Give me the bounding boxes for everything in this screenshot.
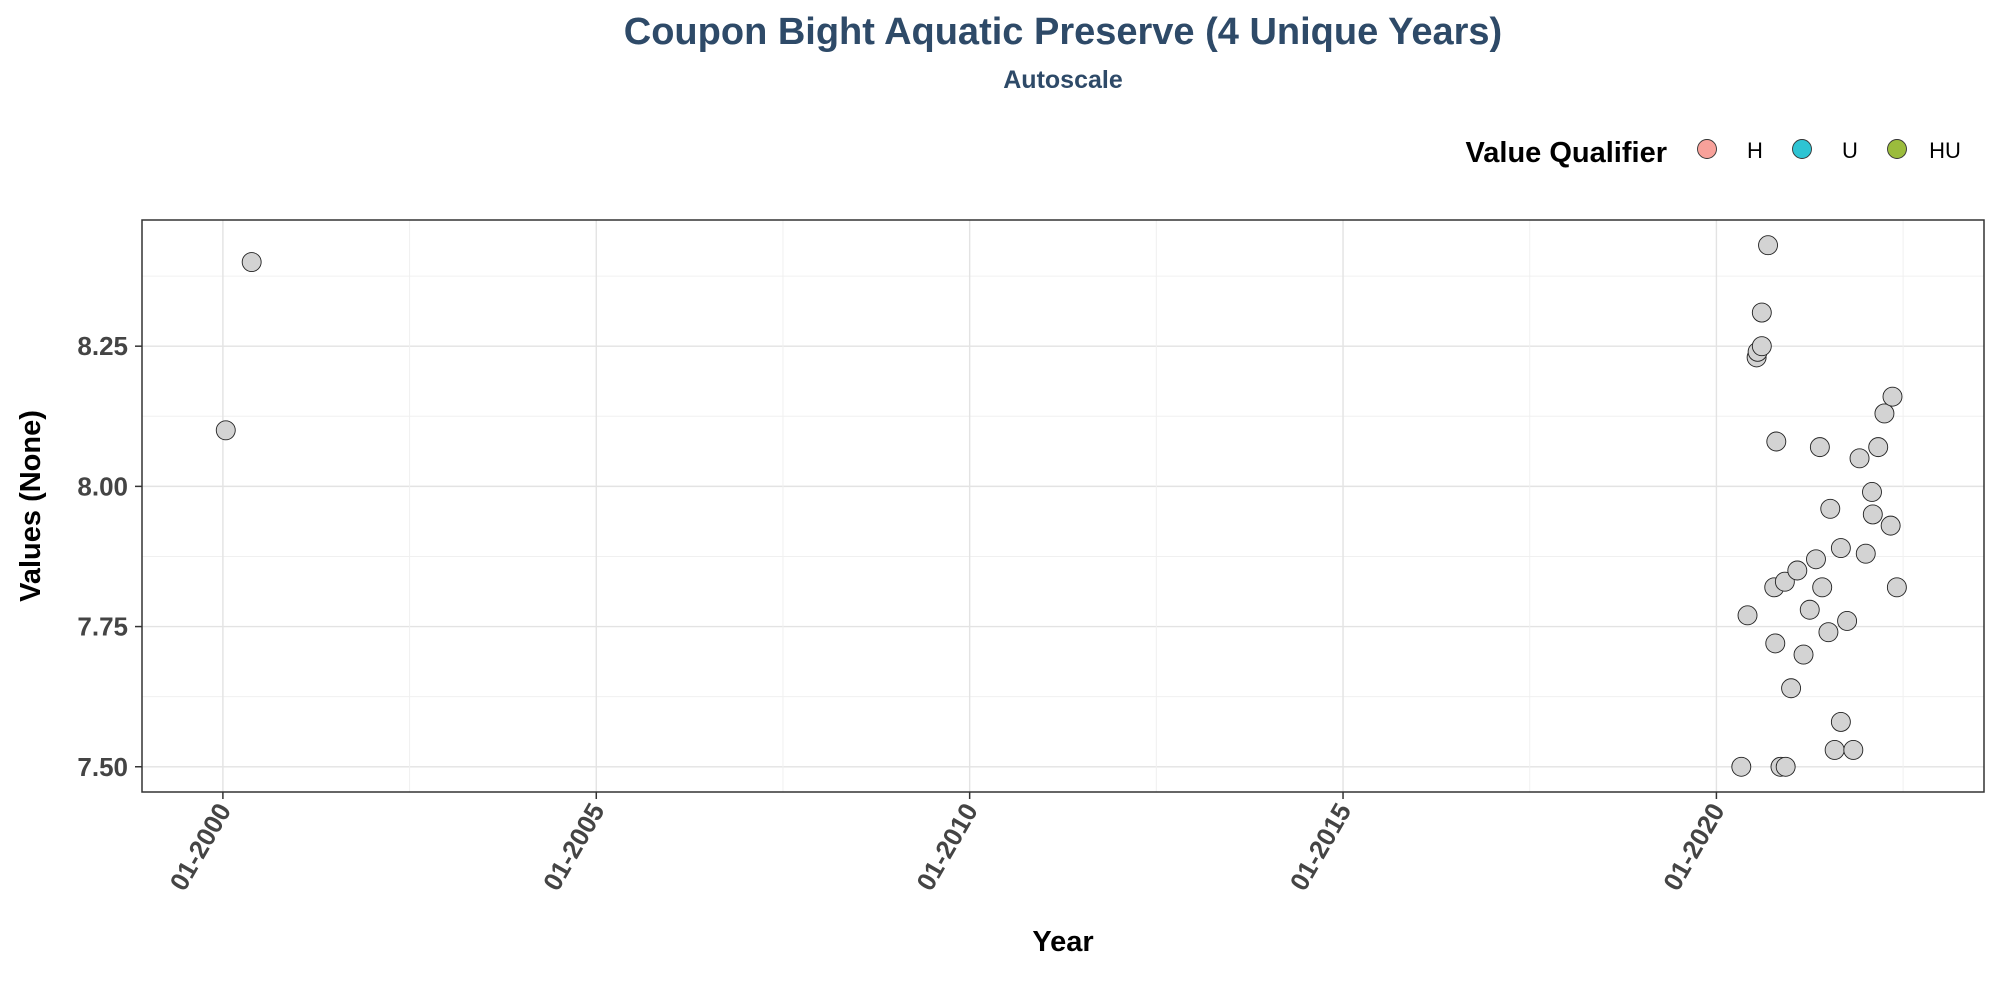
y-tick-label: 8.00	[77, 471, 128, 501]
data-point	[1731, 756, 1752, 777]
data-point	[1751, 302, 1772, 323]
x-axis-tick-labels: 01-2000 01-2005 01-2010 01-2015 01-2020	[163, 798, 1730, 896]
data-point	[1781, 678, 1802, 699]
data-point	[1737, 605, 1758, 626]
data-point	[1793, 644, 1814, 665]
data-point	[1868, 437, 1889, 458]
data-point	[1751, 336, 1772, 357]
legend-label: HU	[1929, 138, 1961, 163]
legend-key	[1697, 139, 1717, 159]
data-point	[1824, 739, 1845, 760]
data-point	[1787, 560, 1808, 581]
data-point	[1820, 498, 1841, 519]
data-point	[1812, 577, 1833, 598]
legend-key	[1792, 139, 1812, 159]
x-tick-label: 01-2015	[1284, 798, 1358, 896]
data-point	[1758, 235, 1778, 256]
y-tick-label: 7.50	[77, 752, 128, 782]
data-point	[1775, 756, 1796, 777]
x-tick-label: 01-2020	[1657, 798, 1731, 896]
legend-label: U	[1842, 138, 1858, 163]
data-point	[1809, 437, 1830, 458]
data-point	[1862, 482, 1882, 502]
data-point	[1849, 448, 1870, 469]
y-tick-label: 7.75	[77, 612, 128, 642]
data-point	[215, 420, 236, 441]
plot-panel	[141, 219, 1985, 793]
axis-ticks	[135, 345, 1718, 799]
data-point	[1874, 403, 1895, 424]
x-axis-title: Year	[1032, 926, 1093, 958]
legend-items: H U HU	[1697, 138, 1961, 163]
legend-label: H	[1747, 138, 1763, 163]
data-points	[215, 235, 1907, 777]
data-point	[1818, 622, 1839, 643]
data-point	[1774, 571, 1795, 592]
data-point	[1882, 386, 1903, 407]
legend-title: Value Qualifier	[1466, 137, 1667, 169]
y-tick-label: 8.25	[77, 331, 128, 361]
data-point	[1843, 739, 1864, 760]
y-axis-tick-labels: 7.50 7.75 8.00 8.25	[77, 331, 128, 782]
data-point	[1837, 611, 1858, 631]
data-point	[1765, 633, 1786, 654]
chart-subtitle: Autoscale	[1003, 66, 1123, 94]
data-point	[241, 252, 262, 273]
data-point	[1886, 577, 1907, 598]
x-tick-label: 01-2005	[537, 798, 611, 896]
data-point	[1766, 431, 1787, 452]
data-point	[1830, 711, 1851, 732]
grid	[142, 220, 1984, 792]
data-point	[1830, 538, 1851, 559]
data-point	[1855, 543, 1876, 564]
y-axis-title: Values (None)	[15, 410, 47, 602]
x-tick-label: 01-2000	[163, 798, 237, 896]
data-point	[1806, 549, 1826, 570]
legend: Value Qualifier H U HU	[1466, 137, 1961, 169]
x-tick-label: 01-2010	[910, 798, 984, 896]
data-point	[1880, 515, 1901, 536]
data-point	[1862, 504, 1883, 525]
data-point	[1799, 599, 1820, 620]
chart-title: Coupon Bight Aquatic Preserve (4 Unique …	[624, 11, 1502, 53]
legend-key	[1887, 139, 1907, 159]
